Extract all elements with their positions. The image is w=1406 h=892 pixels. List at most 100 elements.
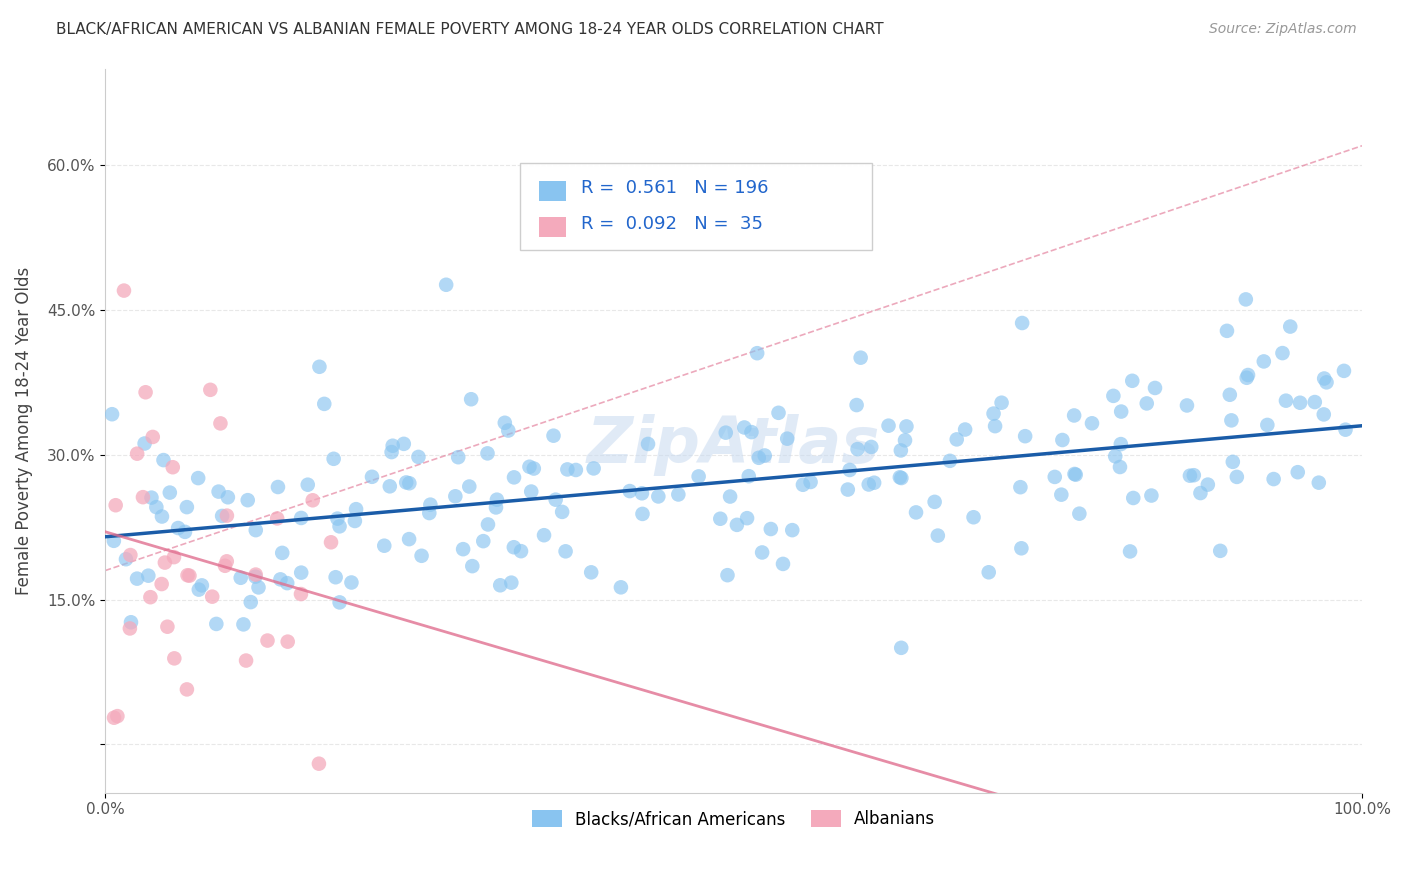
Point <box>125 572 148 586</box>
Point <box>927 528 949 542</box>
Point <box>142 430 165 444</box>
Point <box>800 475 823 489</box>
Point <box>845 398 868 412</box>
Point <box>1102 389 1125 403</box>
Point <box>520 484 543 499</box>
Point <box>314 397 336 411</box>
Point <box>328 519 350 533</box>
Point <box>201 590 224 604</box>
Point <box>392 437 415 451</box>
Point <box>398 476 420 491</box>
Point <box>1333 364 1355 378</box>
Point <box>1234 293 1257 307</box>
Point <box>461 559 484 574</box>
Point <box>256 633 278 648</box>
Point <box>962 510 984 524</box>
Point <box>1253 354 1275 368</box>
Text: R =  0.561   N = 196: R = 0.561 N = 196 <box>582 179 769 197</box>
Point <box>977 566 1000 580</box>
Point <box>451 542 474 557</box>
Point <box>579 566 602 580</box>
Point <box>290 511 312 525</box>
Point <box>458 479 481 493</box>
Point <box>533 528 555 542</box>
FancyBboxPatch shape <box>538 217 567 237</box>
Point <box>395 475 418 490</box>
Point <box>235 654 257 668</box>
Point <box>229 571 252 585</box>
Text: BLACK/AFRICAN AMERICAN VS ALBANIAN FEMALE POVERTY AMONG 18-24 YEAR OLDS CORRELAT: BLACK/AFRICAN AMERICAN VS ALBANIAN FEMAL… <box>56 22 884 37</box>
Point <box>754 449 776 463</box>
Point <box>747 346 769 360</box>
Point <box>768 406 790 420</box>
Point <box>1069 507 1091 521</box>
Point <box>863 475 886 490</box>
Point <box>877 418 900 433</box>
Point <box>1303 395 1326 409</box>
Point <box>1104 450 1126 464</box>
Point <box>733 420 755 434</box>
Point <box>1122 491 1144 505</box>
Point <box>145 500 167 515</box>
Point <box>107 709 129 723</box>
Point <box>582 461 605 475</box>
Point <box>150 577 173 591</box>
Point <box>792 477 814 491</box>
Point <box>498 424 520 438</box>
Point <box>1216 324 1239 338</box>
Point <box>120 615 142 630</box>
Point <box>434 277 457 292</box>
Point <box>637 437 659 451</box>
Y-axis label: Female Poverty Among 18-24 Year Olds: Female Poverty Among 18-24 Year Olds <box>15 267 32 595</box>
Point <box>163 550 186 565</box>
Point <box>780 523 803 537</box>
Point <box>215 508 238 523</box>
Point <box>1081 417 1104 431</box>
Point <box>716 568 738 582</box>
Point <box>159 485 181 500</box>
Point <box>543 428 565 442</box>
Point <box>1209 544 1232 558</box>
Point <box>557 462 579 476</box>
Point <box>890 471 912 485</box>
Point <box>544 492 567 507</box>
Point <box>322 451 344 466</box>
Point <box>139 590 162 604</box>
Point <box>1063 467 1085 481</box>
Point <box>101 407 124 421</box>
Point <box>1143 381 1166 395</box>
Point <box>1237 368 1260 382</box>
Text: Source: ZipAtlas.com: Source: ZipAtlas.com <box>1209 22 1357 37</box>
Point <box>176 500 198 515</box>
Point <box>418 506 440 520</box>
Point <box>245 569 267 583</box>
Point <box>1219 388 1241 402</box>
Point <box>378 479 401 493</box>
Point <box>519 459 541 474</box>
Point <box>1263 472 1285 486</box>
Point <box>838 463 860 477</box>
Point <box>1175 399 1198 413</box>
Point <box>1313 408 1336 422</box>
Point <box>477 446 499 460</box>
Point <box>740 425 762 439</box>
Point <box>209 417 232 431</box>
Point <box>849 351 872 365</box>
Point <box>554 544 576 558</box>
Point <box>187 471 209 485</box>
Point <box>132 490 155 504</box>
Point <box>217 490 239 504</box>
Point <box>266 511 288 525</box>
Point <box>290 566 312 580</box>
Point <box>1140 489 1163 503</box>
Point <box>236 493 259 508</box>
Point <box>211 508 233 523</box>
Point <box>477 517 499 532</box>
Point <box>135 385 157 400</box>
Point <box>953 423 976 437</box>
Point <box>1178 468 1201 483</box>
Point <box>1010 480 1032 494</box>
Point <box>118 622 141 636</box>
Point <box>502 540 524 554</box>
Point <box>1256 417 1278 432</box>
